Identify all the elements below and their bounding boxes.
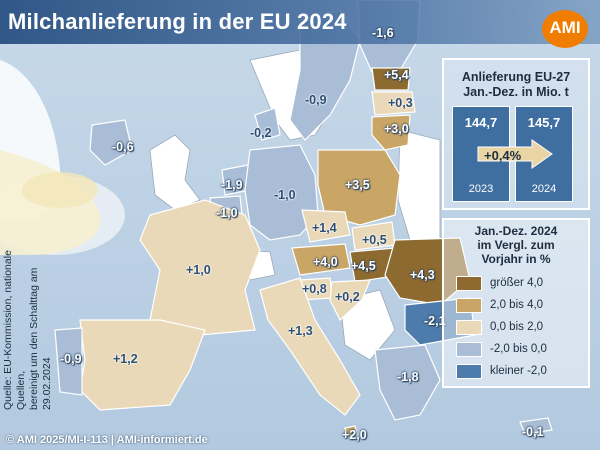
legend-swatch: [456, 298, 482, 313]
source-note: Quelle: EU-Kommission, nationale Quellen…: [2, 230, 53, 410]
country-poland: [317, 149, 401, 226]
legend-title: Jan.-Dez. 2024 im Vergl. zum Vorjahr in …: [444, 224, 588, 266]
country-croatia: [329, 279, 371, 321]
bar-2023-year: 2023: [468, 183, 494, 195]
label-netherlands: -1,9: [221, 178, 243, 192]
source-line1: Quelle: EU-Kommission, nationale Quellen…: [2, 250, 27, 410]
label-lithuania: +3,0: [384, 122, 409, 136]
label-denmark: -0,2: [250, 126, 272, 140]
label-cyprus: -0,1: [522, 425, 544, 439]
copyright: © AMI 2025/MI-I-113 | AMI-informiert.de: [6, 434, 208, 446]
label-finland: -1,6: [372, 26, 394, 40]
label-italy: +1,3: [288, 324, 313, 338]
country-cyprus: [519, 417, 553, 435]
country-italy: [259, 277, 361, 416]
legend-label: -2,0 bis 0,0: [490, 343, 547, 355]
label-bulgaria: -2,1: [424, 314, 446, 328]
ami-logo: AMI: [541, 9, 589, 49]
country-estonia: [371, 67, 411, 91]
info-box-title: Anlieferung EU-27 Jan.-Dez. in Mio. t: [444, 70, 588, 100]
label-slovakia: +0,5: [362, 233, 387, 247]
legend-swatch: [456, 320, 482, 335]
label-hungary: +4,5: [351, 259, 376, 273]
ami-logo-icon: [542, 10, 588, 48]
label-spain: +1,2: [113, 352, 138, 366]
logo-text: AMI: [549, 18, 581, 37]
country-malta: [344, 425, 358, 437]
info-box-title-line1: Anlieferung EU-27: [461, 70, 571, 84]
label-sweden: -0,9: [305, 93, 327, 107]
legend-label: 2,0 bis 4,0: [490, 299, 544, 311]
country-spain: [79, 319, 206, 411]
label-croatia: +0,2: [335, 290, 360, 304]
label-greece: -1,8: [397, 370, 419, 384]
label-ireland: -0,6: [112, 140, 134, 154]
change-arrow-icon: [477, 139, 553, 169]
change-value: +0,4%: [484, 148, 522, 163]
country-portugal: [54, 327, 83, 396]
country-denmark: [254, 107, 281, 141]
country-czechia: [301, 209, 351, 243]
legend-swatch: [456, 342, 482, 357]
label-portugal: -0,9: [60, 352, 82, 366]
legend-title-line3: Vorjahr in %: [481, 252, 551, 266]
country-ireland: [89, 119, 133, 166]
legend-title-line2: im Vergl. zum: [477, 238, 555, 252]
footer: © AMI 2025/MI-I-113 | AMI-informiert.de: [0, 432, 600, 450]
country-greece: [374, 344, 441, 421]
legend-label: größer 4,0: [490, 277, 544, 289]
country-austria: [291, 243, 351, 276]
label-romania: +4,3: [410, 268, 435, 282]
bar-2024-value: 145,7: [527, 115, 561, 130]
label-france: +1,0: [186, 263, 211, 277]
label-belgium: -1,0: [216, 206, 238, 220]
country-germany: [244, 144, 319, 241]
legend-label: 0,0 bis 2,0: [490, 321, 544, 333]
label-malta: +2,0: [342, 428, 367, 442]
info-box-title-line2: Jan.-Dez. in Mio. t: [463, 85, 569, 99]
label-czechia: +1,4: [312, 221, 337, 235]
legend-title-line1: Jan.-Dez. 2024: [474, 224, 558, 238]
label-latvia: +0,3: [388, 96, 413, 110]
legend: Jan.-Dez. 2024 im Vergl. zum Vorjahr in …: [442, 218, 590, 388]
label-estonia: +5,4: [384, 68, 409, 82]
country-latvia: [371, 91, 416, 116]
label-austria: +4,0: [313, 255, 338, 269]
source-line2: bereinigt um den Schalttag am 29.02.2024: [28, 267, 53, 410]
title-bar: Milchanlieferung in der EU 2024: [0, 0, 600, 44]
label-poland: +3,5: [345, 178, 370, 192]
bar-2023-value: 144,7: [464, 115, 498, 130]
label-germany: -1,0: [274, 188, 296, 202]
legend-swatch: [456, 364, 482, 379]
legend-swatch: [456, 276, 482, 291]
bar-2024-year: 2024: [531, 183, 557, 195]
country-lithuania: [371, 114, 411, 151]
country-france: [139, 199, 261, 336]
label-slovenia: +0,8: [302, 282, 327, 296]
milk-splash-decoration: [0, 60, 125, 255]
page-title: Milchanlieferung in der EU 2024: [8, 9, 347, 34]
legend-label: kleiner -2,0: [490, 365, 547, 377]
